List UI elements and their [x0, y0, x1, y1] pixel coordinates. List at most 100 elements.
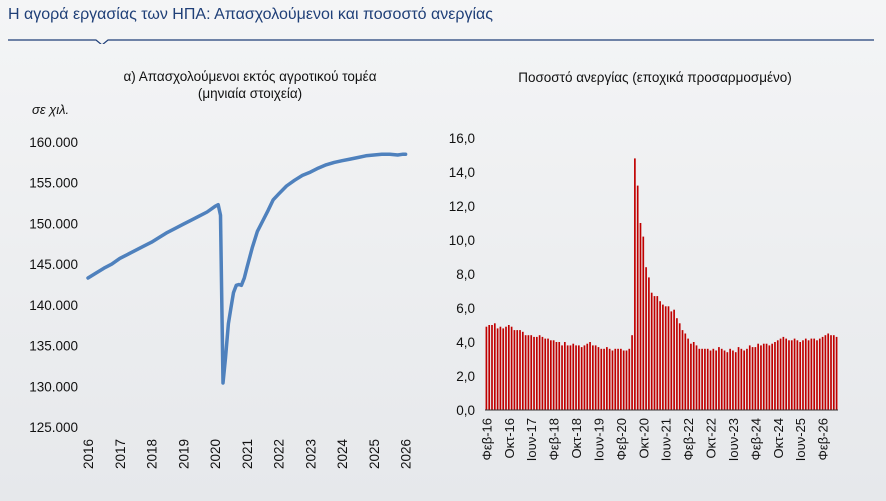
unemployment-bar [729, 348, 731, 410]
unemployment-bar [771, 343, 773, 410]
employment-unit-label: σε χιλ. [32, 102, 70, 117]
unemployment-bar [706, 348, 709, 410]
unemployment-bar [527, 335, 530, 410]
unemployment-bar [555, 342, 558, 410]
unemployment-bar [564, 342, 566, 410]
x-tick-label: 2021 [240, 439, 255, 469]
y-tick-label: 10,0 [449, 233, 475, 248]
unemployment-bar [816, 340, 818, 410]
page-title: Η αγορά εργασίας των ΗΠΑ: Απασχολούμενοι… [8, 6, 493, 23]
y-tick-label: 145.000 [29, 257, 78, 272]
unemployment-bar [566, 345, 569, 410]
employment-line-chart: 125.000 130.000 135.000 140.000 145.000 150.0… [29, 135, 413, 470]
y-tick-label: 150.000 [29, 216, 78, 231]
employment-chart-title-line-2: (μηνιαία στοιχεία) [197, 86, 303, 101]
unemployment-bar [760, 345, 762, 410]
x-tick-label: 2024 [335, 439, 350, 470]
x-tick-label: 2022 [272, 439, 287, 469]
unemployment-bar [569, 345, 572, 410]
unemployment-bar [796, 340, 799, 410]
unemployment-bar [507, 325, 510, 410]
y-tick-label: 6,0 [456, 301, 475, 316]
y-tick-label: 4,0 [456, 335, 475, 350]
unemployment-bar [774, 342, 776, 410]
unemployment-bar [737, 347, 740, 410]
y-tick-label: 0,0 [456, 403, 475, 418]
unemployment-bar [622, 350, 625, 410]
unemployment-bar [547, 338, 549, 410]
unemployment-bar [496, 328, 499, 410]
unemployment-bar [519, 330, 521, 410]
unemployment-bar [776, 340, 779, 410]
y-tick-label: 12,0 [449, 199, 475, 214]
unemployment-bar [793, 338, 796, 410]
x-tick-label: Ιουν-25 [793, 418, 808, 461]
x-tick-label: 2025 [367, 439, 382, 469]
unemployment-bar [541, 336, 544, 410]
unemployment-bar [807, 340, 810, 410]
unemployment-bar [695, 345, 698, 410]
x-tick-label: Ιουν-23 [726, 418, 741, 461]
unemployment-bar [645, 267, 647, 410]
unemployment-bar [690, 343, 692, 410]
unemployment-bar [788, 340, 790, 410]
unemployment-bar [824, 335, 827, 410]
unemployment-bar [628, 348, 631, 410]
unemployment-bar [634, 158, 636, 410]
unemployment-bar [485, 326, 488, 410]
x-tick-label: Φεβ-16 [479, 418, 494, 460]
employment-series-line [86, 152, 408, 385]
unemployment-bar [692, 342, 695, 410]
unemployment-bar [608, 348, 611, 410]
unemployment-bar [550, 340, 552, 410]
unemployment-bar [830, 335, 832, 410]
unemployment-bar [779, 338, 782, 410]
unemployment-bar [813, 338, 816, 410]
unemployment-bar [561, 345, 563, 410]
x-tick-label: Οκτ-20 [636, 418, 651, 459]
unemployment-bar [782, 336, 785, 410]
unemployment-bar-chart: 0,0 2,0 4,0 6,0 8,0 10,0 12,0 14,0 16,0 Φεβ-16 Οκτ… [449, 131, 838, 461]
unemployment-bar [746, 348, 748, 410]
unemployment-bar [611, 350, 614, 410]
title-underline [8, 39, 874, 44]
unemployment-bar [578, 345, 580, 410]
unemployment-bar [667, 306, 670, 410]
unemployment-bar [832, 335, 835, 410]
unemployment-bar [659, 301, 661, 410]
unemployment-bar [715, 350, 717, 410]
unemployment-bar [592, 345, 594, 410]
unemployment-bar [505, 326, 507, 410]
employment-chart-title-line-1: α) Απασχολούμενοι εκτός αγροτικού τομέα [123, 69, 377, 84]
unemployment-chart-title: Ποσοστό ανεργίας (εποχικά προσαρμοσμένο) [518, 70, 792, 85]
y-tick-label: 14,0 [449, 165, 475, 180]
y-tick-label: 160.000 [29, 135, 78, 150]
unemployment-bar [614, 348, 617, 410]
x-tick-label: Φεβ-26 [816, 418, 831, 460]
unemployment-bar [704, 348, 706, 410]
unemployment-bar [821, 336, 824, 410]
unemployment-bar [664, 306, 667, 410]
unemployment-bar [810, 338, 813, 410]
unemployment-bar [493, 323, 496, 410]
unemployment-bar [656, 296, 659, 410]
unemployment-bar [740, 348, 743, 410]
unemployment-bar [575, 345, 577, 410]
unemployment-bar [701, 348, 703, 410]
x-tick-label: Ιουν-17 [524, 418, 539, 461]
unemployment-bar [636, 185, 639, 410]
unemployment-bar [516, 330, 519, 410]
x-tick-label: Οκτ-22 [704, 418, 719, 459]
y-tick-label: 140.000 [29, 298, 78, 313]
x-tick-label: Φεβ-22 [681, 418, 696, 460]
unemployment-bar [681, 330, 684, 410]
unemployment-bar [524, 335, 527, 410]
unemployment-bar [799, 342, 802, 410]
unemployment-bar [558, 342, 561, 410]
unemployment-bar [676, 318, 678, 410]
unemployment-bar [620, 348, 622, 410]
unemployment-bar [678, 323, 681, 410]
unemployment-bar [687, 338, 689, 410]
x-tick-label: 2018 [145, 439, 160, 469]
unemployment-bar [673, 309, 675, 410]
